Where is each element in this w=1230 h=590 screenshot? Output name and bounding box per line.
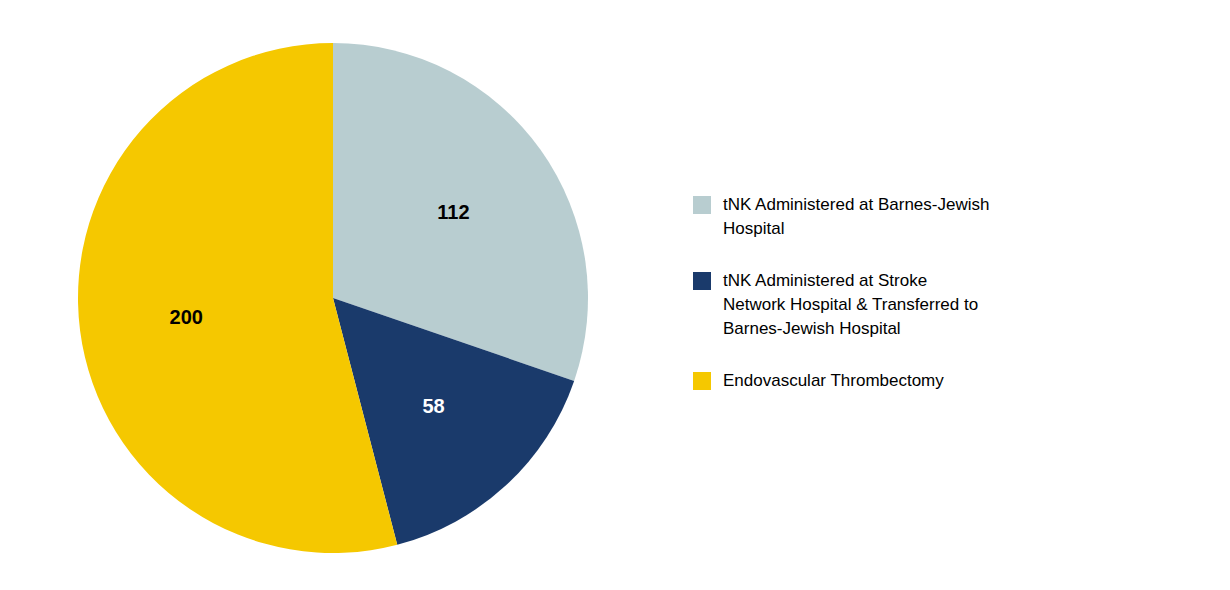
html-text:Hospital: Hospital <box>723 219 785 238</box>
html-text:tNK Administered at Stroke: tNK Administered at Stroke <box>723 271 928 290</box>
svg-text:200: 200 <box>170 306 203 328</box>
html-text:tNK Administered at Barnes-Jew: tNK Administered at Barnes-Jewish <box>723 195 990 214</box>
svg-text:112: 112 <box>437 201 469 223</box>
html-text:Endovascular Thrombectomy: Endovascular Thrombectomy <box>723 371 944 390</box>
html-text:Network Hospital & Transferred: Network Hospital & Transferred to <box>723 295 979 314</box>
html-text:Barnes-Jewish Hospital: Barnes-Jewish Hospital <box>723 319 901 338</box>
svg-text:58: 58 <box>422 395 444 417</box>
